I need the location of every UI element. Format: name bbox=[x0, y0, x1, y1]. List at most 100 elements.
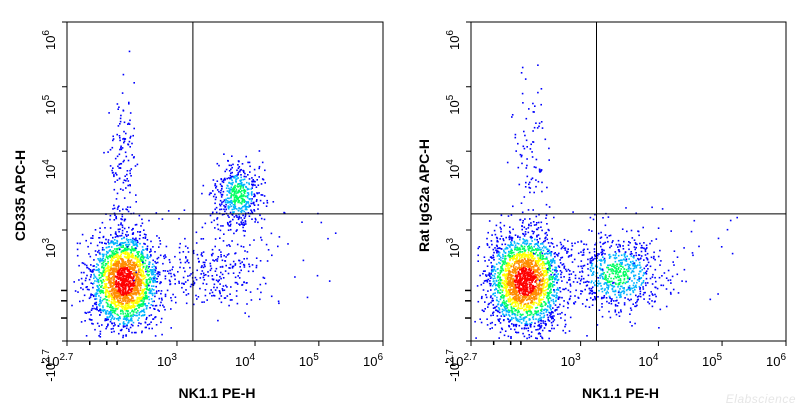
event-dot bbox=[536, 235, 538, 238]
event-dot bbox=[132, 254, 135, 257]
event-dot bbox=[137, 241, 139, 244]
event-dot bbox=[534, 288, 536, 291]
event-dot bbox=[110, 277, 112, 280]
event-dot bbox=[98, 287, 100, 290]
event-dot bbox=[115, 217, 117, 219]
event-dot bbox=[539, 295, 541, 297]
event-dot bbox=[113, 276, 116, 278]
event-dot bbox=[267, 249, 270, 251]
event-dot bbox=[514, 293, 516, 296]
event-dot bbox=[551, 261, 554, 264]
event-dot bbox=[538, 263, 540, 266]
event-dot bbox=[245, 207, 247, 209]
event-dot bbox=[549, 283, 552, 285]
event-dot bbox=[523, 270, 526, 272]
event-dot bbox=[149, 292, 152, 295]
event-dot bbox=[136, 245, 139, 248]
event-dot bbox=[123, 308, 126, 311]
y-tick-label: -102.7 bbox=[41, 349, 58, 382]
event-dot bbox=[126, 297, 129, 300]
event-dot bbox=[504, 268, 507, 271]
event-dot bbox=[523, 252, 525, 255]
event-dot bbox=[140, 281, 142, 283]
event-dot bbox=[544, 237, 546, 239]
event-dot bbox=[116, 282, 119, 285]
event-dot bbox=[254, 194, 256, 197]
event-dot bbox=[108, 282, 110, 284]
event-dot bbox=[107, 303, 109, 306]
event-dot bbox=[154, 271, 156, 273]
event-dot bbox=[168, 279, 171, 282]
event-dot bbox=[189, 266, 191, 269]
event-dot bbox=[117, 265, 120, 267]
event-dot bbox=[146, 324, 149, 326]
event-dot bbox=[127, 294, 129, 296]
event-dot bbox=[140, 315, 143, 317]
event-dot bbox=[109, 269, 112, 271]
event-dot bbox=[117, 291, 119, 294]
event-dot bbox=[238, 215, 241, 218]
event-dot bbox=[140, 310, 143, 313]
event-dot bbox=[101, 275, 104, 277]
event-dot bbox=[527, 290, 529, 293]
event-dot bbox=[552, 268, 554, 271]
event-dot bbox=[117, 294, 119, 296]
event-dot bbox=[185, 257, 187, 259]
event-dot bbox=[562, 245, 565, 247]
event-dot bbox=[523, 265, 526, 267]
event-dot bbox=[167, 270, 169, 272]
event-dot bbox=[508, 262, 511, 265]
event-dot bbox=[230, 186, 233, 189]
event-dot bbox=[525, 304, 528, 307]
event-dot bbox=[124, 272, 126, 274]
event-dot bbox=[120, 147, 122, 149]
event-dot bbox=[112, 279, 114, 281]
event-dot bbox=[505, 300, 508, 302]
event-dot bbox=[121, 306, 123, 308]
event-dot bbox=[119, 255, 122, 257]
event-dot bbox=[141, 256, 143, 259]
event-dot bbox=[96, 308, 98, 311]
event-dot bbox=[101, 299, 104, 302]
event-dot bbox=[116, 301, 119, 304]
event-dot bbox=[125, 235, 128, 238]
event-dot bbox=[80, 287, 82, 289]
event-dot bbox=[214, 289, 217, 291]
event-dot bbox=[110, 309, 112, 311]
event-dot bbox=[104, 298, 106, 300]
event-dot bbox=[505, 314, 508, 316]
event-dot bbox=[491, 327, 493, 329]
event-dot bbox=[151, 271, 153, 273]
event-dot bbox=[540, 271, 542, 273]
event-dot bbox=[132, 321, 135, 324]
event-dot bbox=[540, 312, 543, 315]
event-dot bbox=[529, 286, 531, 288]
event-dot bbox=[144, 262, 146, 265]
event-dot bbox=[193, 282, 196, 285]
event-dot bbox=[122, 286, 125, 289]
event-dot bbox=[117, 281, 120, 283]
event-dot bbox=[515, 318, 517, 320]
event-dot bbox=[155, 262, 157, 264]
event-dot bbox=[243, 178, 246, 181]
event-dot bbox=[564, 249, 567, 251]
event-dot bbox=[135, 242, 137, 245]
event-dot bbox=[110, 302, 113, 304]
event-dot bbox=[137, 231, 139, 233]
event-dot bbox=[544, 239, 547, 242]
event-dot bbox=[230, 286, 232, 288]
event-dot bbox=[202, 251, 205, 253]
event-dot bbox=[108, 290, 111, 293]
event-dot bbox=[145, 234, 147, 236]
event-dot bbox=[521, 245, 524, 248]
event-dot bbox=[252, 179, 254, 181]
event-dot bbox=[159, 254, 162, 257]
event-dot bbox=[233, 211, 235, 213]
event-dot bbox=[499, 272, 501, 275]
event-dot bbox=[551, 276, 554, 278]
event-dot bbox=[124, 255, 126, 258]
event-dot bbox=[545, 323, 547, 325]
event-dot bbox=[174, 296, 177, 298]
event-dot bbox=[137, 276, 139, 279]
event-dot bbox=[496, 251, 498, 254]
